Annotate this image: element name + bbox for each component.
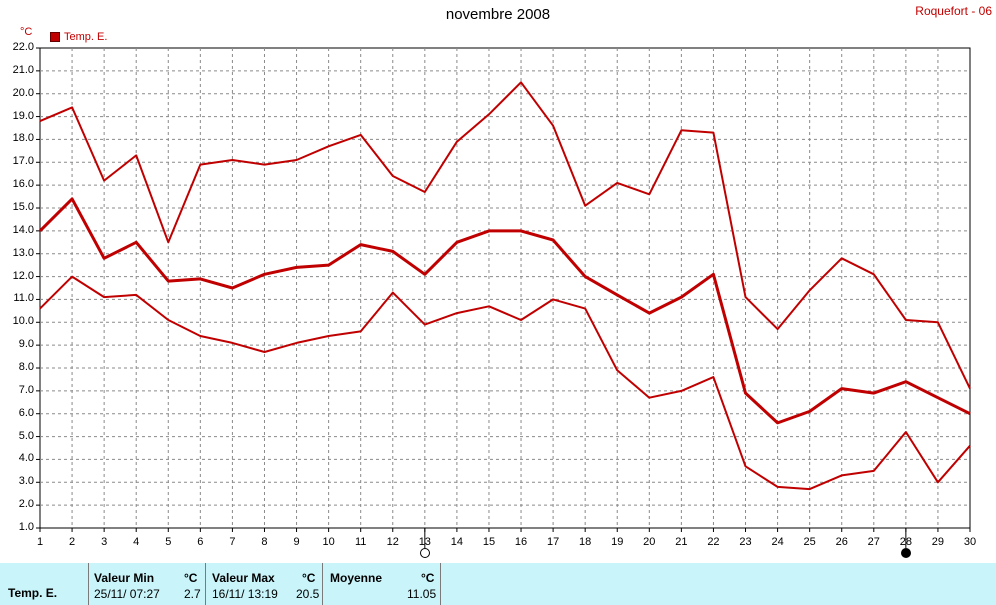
x-tick-label: 26 (835, 536, 848, 548)
line-chart (36, 47, 971, 548)
x-tick-label: 10 (322, 536, 335, 548)
new-moon-icon (900, 548, 911, 558)
x-tick-label: 22 (707, 536, 720, 548)
station-name: Roquefort - 06 (915, 4, 992, 18)
min-when: 25/11/ 07:27 (94, 587, 160, 601)
y-tick-label: 13.0 (12, 246, 34, 259)
x-tick-label: 6 (197, 536, 204, 548)
y-tick-label: 12.0 (12, 269, 34, 282)
stats-separator (205, 563, 206, 605)
x-tick-label: 27 (867, 536, 880, 548)
x-tick-label: 25 (803, 536, 816, 548)
y-tick-label: 6.0 (18, 406, 34, 419)
x-tick-label: 9 (293, 536, 300, 548)
x-tick-label: 29 (931, 536, 945, 548)
max-when: 16/11/ 13:19 (212, 587, 278, 601)
x-tick-label: 5 (165, 536, 172, 548)
y-tick-label: 22.0 (12, 41, 34, 53)
plot-area (39, 47, 971, 529)
y-tick-label: 3.0 (18, 475, 34, 488)
stats-separator (88, 563, 89, 605)
y-tick-label: 10.0 (12, 315, 34, 328)
y-tick-label: 15.0 (12, 201, 34, 213)
max-unit: °C (302, 571, 316, 585)
x-tick-label: 17 (546, 536, 560, 548)
x-tick-label: 4 (133, 536, 140, 548)
stats-separator (440, 563, 441, 605)
max-label: Valeur Max (212, 571, 275, 585)
x-tick-label: 3 (101, 536, 108, 548)
x-tick-label: 11 (354, 536, 367, 548)
y-tick-label: 4.0 (18, 452, 34, 465)
chart-title: novembre 2008 (445, 6, 551, 23)
x-tick-label: 23 (739, 536, 752, 548)
x-tick-label: 8 (261, 536, 268, 548)
legend-swatch (50, 32, 60, 42)
y-tick-label: 21.0 (12, 63, 34, 76)
x-tick-label: 20 (643, 536, 656, 548)
y-tick-label: 18.0 (12, 132, 34, 145)
x-tick-label: 7 (229, 536, 236, 548)
y-tick-label: 1.0 (18, 521, 34, 533)
x-tick-label: 21 (675, 536, 688, 548)
legend-label: Temp. E. (64, 31, 108, 43)
avg-value: 11.05 (407, 587, 437, 601)
stats-panel: Temp. E. Valeur Min °C 25/11/ 07:27 2.7 … (0, 563, 996, 605)
y-tick-label: 11.0 (13, 292, 34, 305)
avg-label: Moyenne (330, 571, 383, 585)
y-tick-label: 17.0 (12, 155, 34, 168)
avg-unit: °C (421, 571, 435, 585)
x-tick-label: 16 (514, 536, 528, 548)
x-tick-label: 1 (36, 536, 44, 548)
legend: Temp. E. (50, 31, 107, 43)
min-label: Valeur Min (94, 571, 155, 585)
x-tick-label: 2 (69, 536, 76, 548)
stats-separator (322, 563, 323, 605)
x-tick-label: 18 (579, 536, 592, 548)
full-moon-icon (419, 548, 430, 558)
x-tick-label: 15 (482, 536, 496, 548)
x-tick-label: 12 (386, 536, 399, 548)
y-tick-label: 7.0 (18, 383, 34, 396)
y-tick-label: 16.0 (12, 178, 34, 191)
max-value: 20.5 (296, 587, 320, 601)
stats-row-label: Temp. E. (8, 586, 58, 600)
x-tick-label: 14 (450, 536, 464, 548)
x-tick-label: 28 (899, 536, 912, 548)
y-tick-label: 14.0 (12, 223, 34, 236)
x-tick-label: 19 (611, 536, 624, 548)
min-value: 2.7 (184, 587, 201, 601)
y-tick-label: 9.0 (18, 338, 34, 351)
min-unit: °C (184, 571, 198, 585)
y-tick-label: 2.0 (18, 498, 34, 511)
y-axis-unit: °C (20, 26, 33, 38)
series-line-mean (38, 197, 971, 425)
y-tick-label: 19.0 (12, 109, 34, 122)
series-line-min (39, 275, 971, 491)
y-tick-label: 8.0 (18, 361, 34, 373)
series-line-max (39, 81, 971, 390)
x-tick-label: 30 (963, 536, 977, 548)
x-tick-label: 24 (771, 536, 784, 548)
x-tick-label: 13 (418, 536, 431, 548)
y-tick-label: 5.0 (18, 429, 34, 442)
y-tick-label: 20.0 (12, 86, 34, 99)
